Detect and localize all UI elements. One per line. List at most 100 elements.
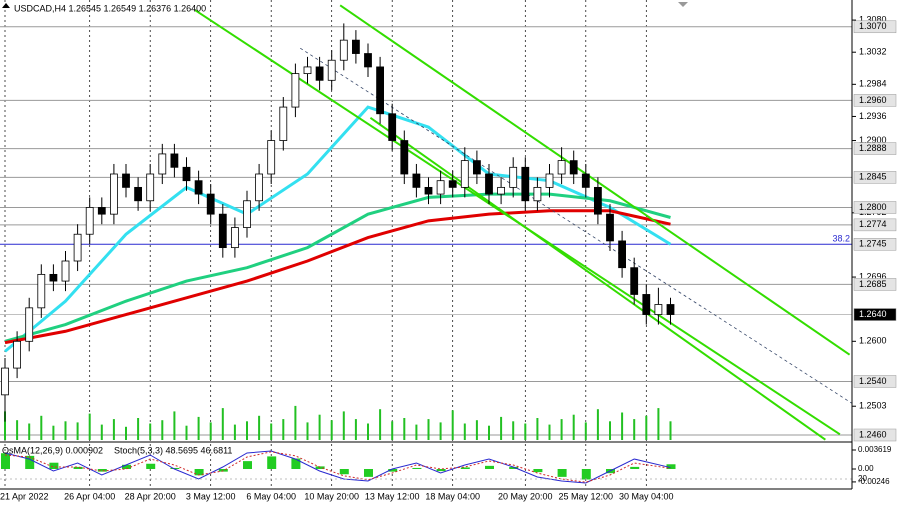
- level-label: 1.2540: [859, 376, 887, 386]
- candle-body: [243, 200, 251, 228]
- y-tick-label: 1.2936: [859, 111, 887, 121]
- level-label: 1.2845: [859, 172, 887, 182]
- osma-bar: [97, 469, 107, 472]
- osma-bar: [666, 464, 676, 469]
- candle-body: [630, 267, 639, 295]
- level-box: [853, 428, 897, 442]
- candle-body: [327, 59, 336, 81]
- volume-bar: [451, 410, 454, 440]
- candle-body: [400, 140, 409, 175]
- candle-body: [351, 39, 360, 54]
- candle-body: [303, 66, 312, 75]
- volume-bar: [28, 423, 31, 440]
- level-box: [853, 142, 897, 155]
- moving-average: [4, 105, 672, 353]
- volume-bar: [125, 426, 127, 440]
- osma-bar: [509, 466, 519, 469]
- level-label: 1.3070: [859, 21, 887, 31]
- volume-bar: [294, 405, 297, 440]
- osma-tick-label: 0.00: [858, 464, 874, 473]
- volume-bar: [52, 425, 55, 440]
- candle-body: [218, 213, 227, 249]
- volume-bar: [318, 414, 321, 440]
- volume-bar: [524, 423, 527, 440]
- candle-body: [594, 186, 602, 215]
- volume-bar: [258, 415, 261, 440]
- candle-body: [448, 180, 457, 188]
- osma-bar: [218, 469, 228, 472]
- volume-bar: [306, 422, 309, 440]
- level-box: [853, 20, 897, 34]
- osma-bar: [122, 464, 131, 469]
- level-label: 1.2960: [859, 95, 887, 105]
- volume-bar: [233, 424, 236, 440]
- candle-body: [436, 180, 445, 195]
- candle-body: [122, 173, 130, 188]
- osma-title: OsMA(12,26,9) 0.000902: [2, 445, 103, 455]
- candle-body: [49, 273, 58, 282]
- volume-bar: [439, 422, 442, 440]
- x-tick-label: 30 May 04:00: [619, 491, 674, 501]
- candle-body: [606, 213, 614, 242]
- candle-body: [110, 173, 118, 215]
- x-tick-label: 21 Apr 2022: [0, 491, 49, 501]
- fibo-level-box: [853, 238, 897, 251]
- volume-bar: [76, 422, 79, 440]
- current-price-box: [853, 308, 897, 321]
- volume-bar: [367, 423, 369, 440]
- osma-bar: [49, 462, 59, 469]
- candle-body: [61, 260, 70, 282]
- candle-body: [255, 173, 264, 202]
- axes: 21 Apr 2022 26 Apr 04:00 28 Apr 20:00 3 May…: [0, 14, 897, 501]
- chart-title: USDCAD,H4 1.26545 1.26549 1.26376 1.2640…: [14, 3, 206, 13]
- osma-bar: [388, 469, 398, 472]
- candle-body: [339, 39, 348, 61]
- fibo-level-label: 1.2745: [859, 239, 887, 249]
- level-box: [853, 278, 897, 291]
- osma-bar: [194, 469, 204, 476]
- osma-bar: [557, 469, 567, 477]
- level-box: [853, 218, 897, 232]
- candle-body: [424, 186, 433, 195]
- volume-bar: [548, 424, 551, 440]
- volume-bar: [488, 425, 490, 440]
- candle-body: [315, 66, 324, 81]
- volume-bar: [64, 421, 67, 440]
- level-label: 1.2800: [859, 202, 887, 212]
- osma-tick-label: -0.00246: [858, 477, 890, 486]
- volume-bar: [330, 420, 333, 440]
- volume-bar: [560, 419, 563, 440]
- level-box: [853, 201, 897, 214]
- candle-body: [472, 160, 481, 175]
- trendline: [339, 4, 851, 356]
- oscillator-pane: [0, 444, 852, 489]
- candle-body: [267, 140, 276, 175]
- price-pane: 38.2: [0, 0, 852, 441]
- volume-bar: [161, 420, 164, 440]
- candle-body: [37, 273, 46, 309]
- x-tick-label: 28 Apr 20:00: [125, 491, 176, 501]
- candle-body: [97, 207, 106, 215]
- level-label: 1.2888: [859, 143, 887, 153]
- volume-bar: [633, 419, 636, 440]
- candle-body: [146, 173, 155, 202]
- candle-body: [521, 166, 530, 202]
- osma-bar: [630, 466, 640, 469]
- candle-body: [182, 166, 191, 182]
- candle-body: [134, 186, 143, 202]
- y-tick-label: 1.2696: [859, 271, 887, 281]
- x-tick-label: 18 May 04:00: [425, 491, 480, 501]
- candle-body: [460, 160, 469, 188]
- osma-bar: [267, 456, 277, 469]
- level-label: 1.2774: [859, 219, 887, 229]
- volume-bar: [209, 422, 212, 440]
- y-tick-label: 1.2900: [859, 135, 887, 145]
- volume-bar: [270, 423, 273, 440]
- candle-body: [412, 173, 421, 188]
- osma-bar: [339, 469, 349, 475]
- volume-bar: [354, 419, 357, 440]
- candle-body: [73, 233, 82, 262]
- header-icon: [2, 3, 10, 8]
- x-tick-label: 3 May 12:00: [186, 491, 236, 501]
- volume-bar: [403, 418, 406, 440]
